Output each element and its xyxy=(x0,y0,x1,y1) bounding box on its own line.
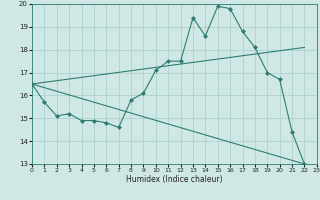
X-axis label: Humidex (Indice chaleur): Humidex (Indice chaleur) xyxy=(126,175,223,184)
